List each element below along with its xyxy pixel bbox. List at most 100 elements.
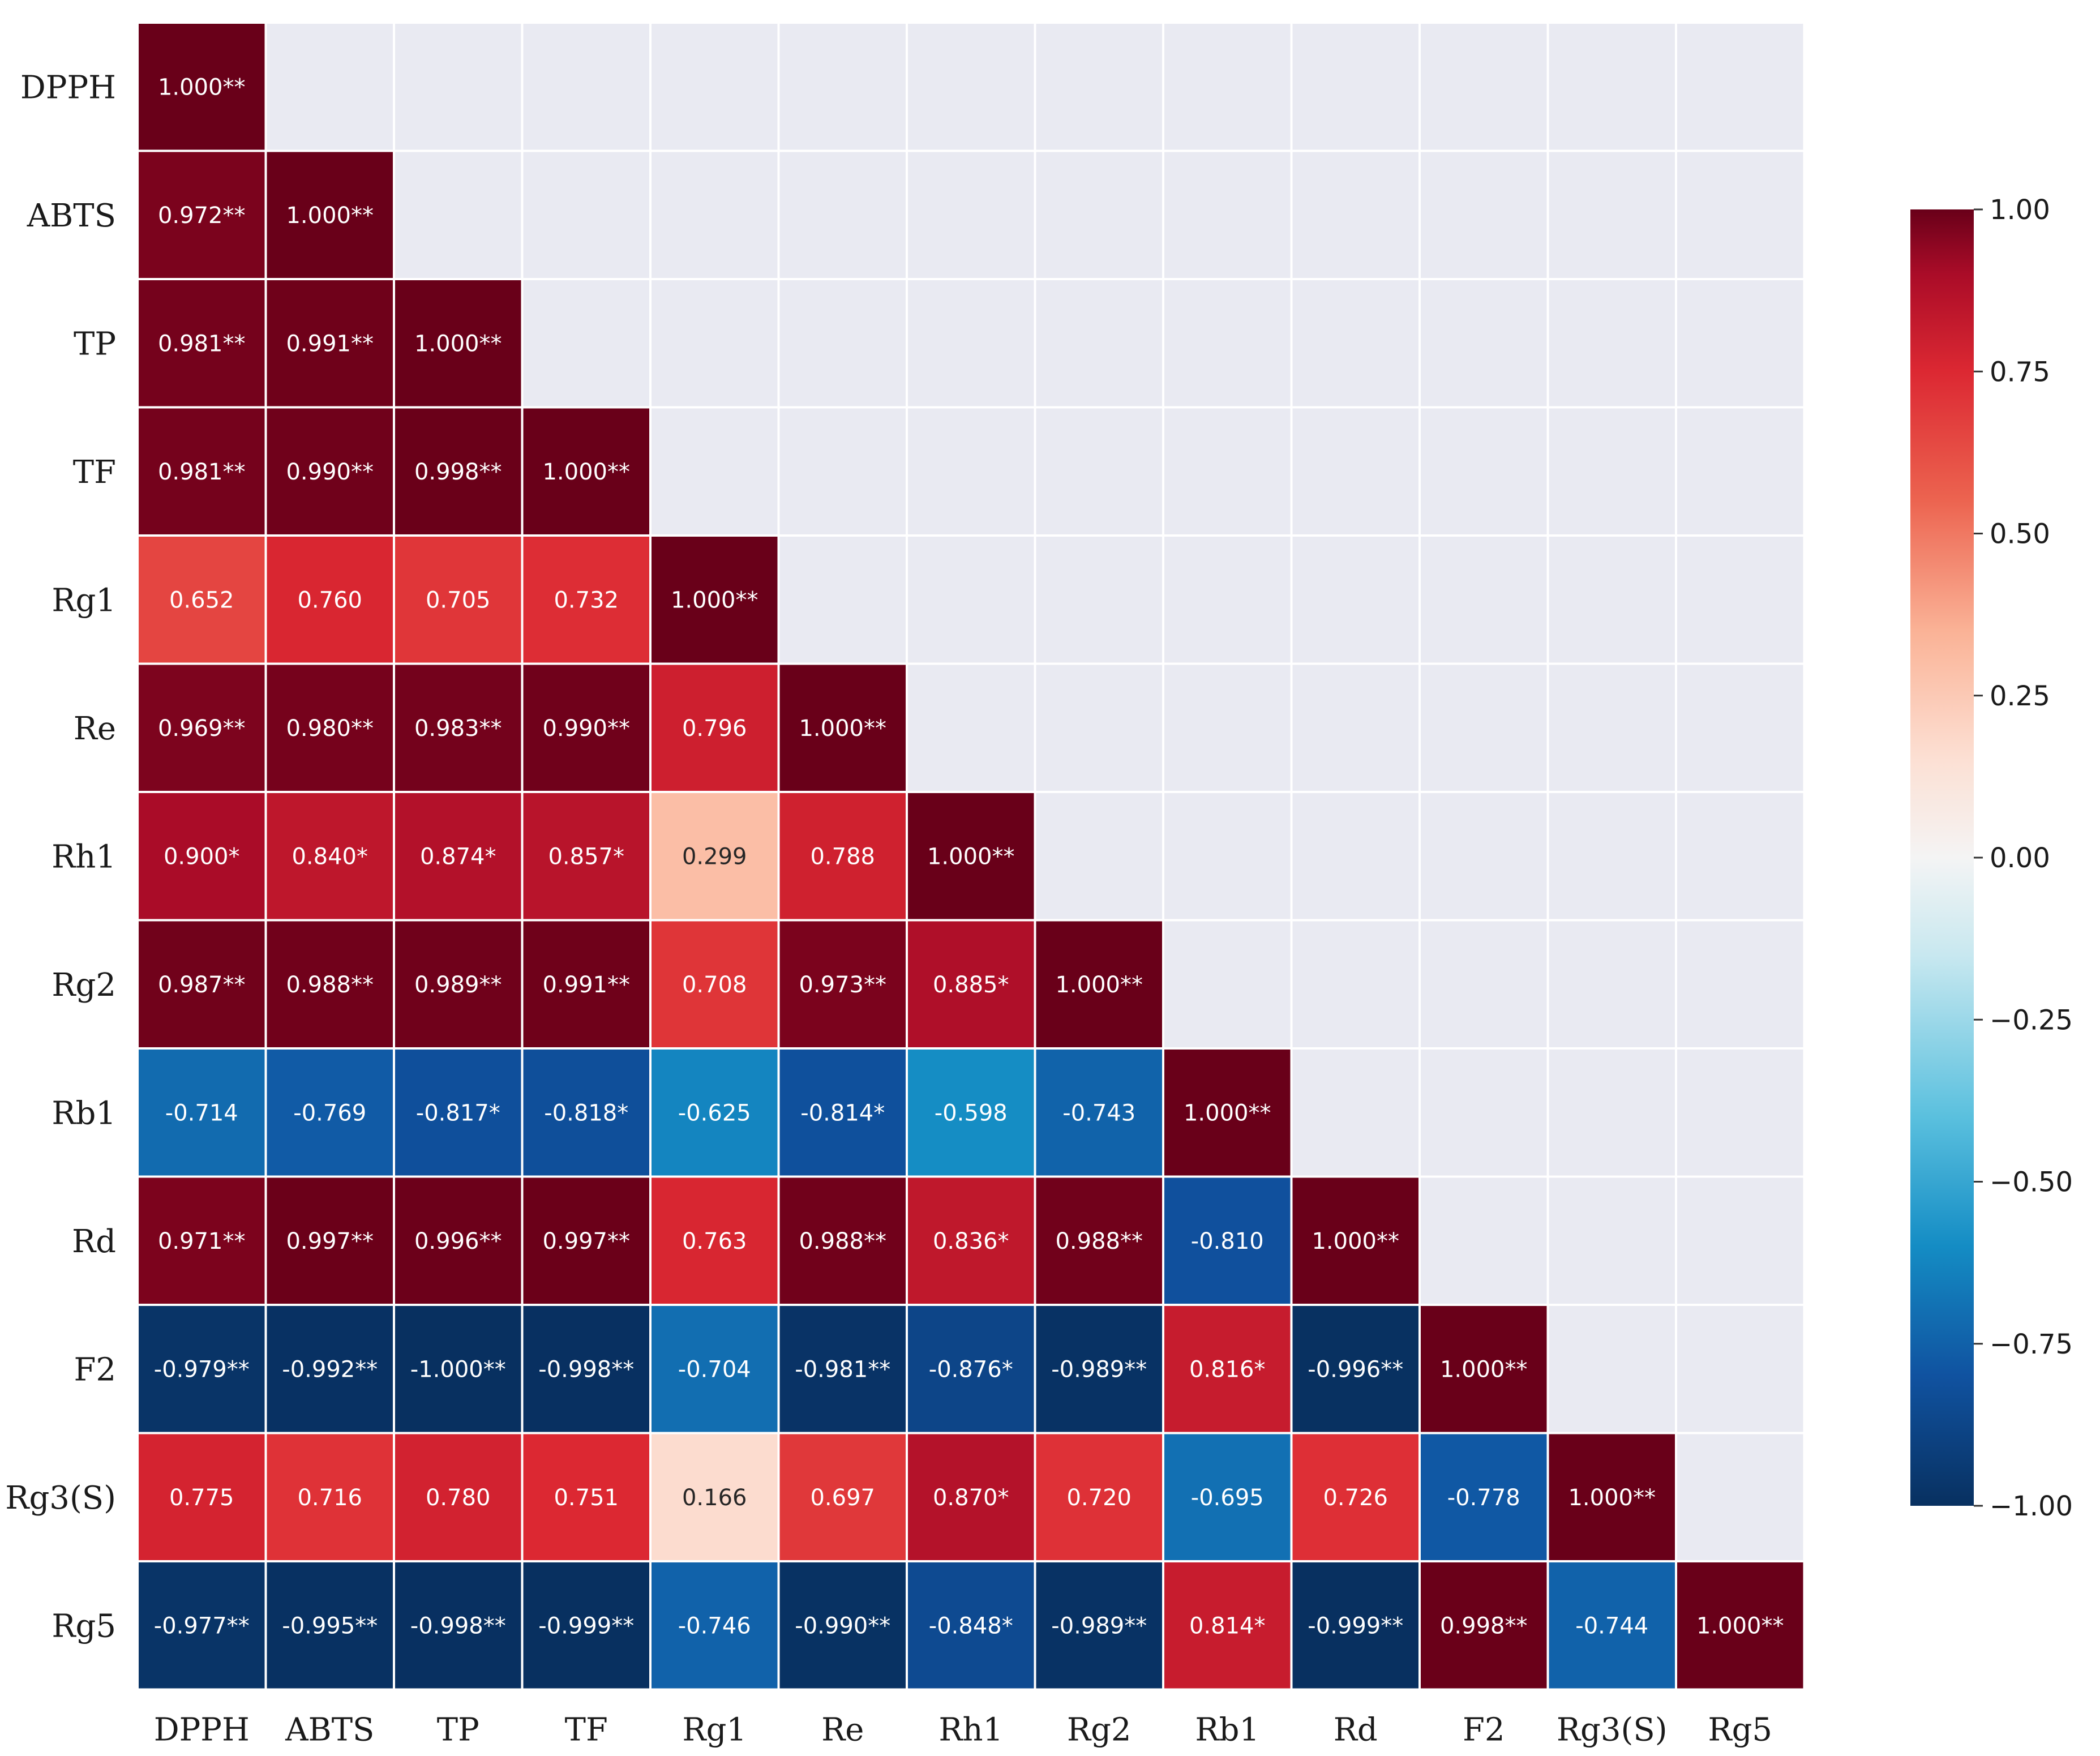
cell-value-label: -0.981** bbox=[795, 1356, 890, 1382]
cell-value-label: 0.900* bbox=[164, 843, 240, 870]
cell-value-label: -0.996** bbox=[1308, 1356, 1403, 1382]
cell-value-label: 0.870* bbox=[933, 1485, 1009, 1511]
cell-value-label: 0.726 bbox=[1323, 1485, 1388, 1511]
cell-value-label: -0.814* bbox=[800, 1100, 885, 1126]
row-label: Rg5 bbox=[52, 1608, 116, 1644]
heatmap-cell bbox=[136, 1432, 267, 1562]
column-label: Rh1 bbox=[938, 1712, 1003, 1749]
cell-value-label: -0.778 bbox=[1447, 1485, 1520, 1511]
heatmap-cell bbox=[521, 1432, 652, 1562]
heatmap-cell bbox=[1034, 1047, 1164, 1178]
heatmap-cell bbox=[264, 1560, 395, 1691]
cell-value-label: 0.780 bbox=[426, 1485, 491, 1511]
cell-value-label: 0.991** bbox=[286, 331, 374, 357]
colorbar-tick-label: 1.00 bbox=[1990, 194, 2050, 226]
column-label: ABTS bbox=[285, 1712, 374, 1749]
cell-value-label: 0.732 bbox=[554, 587, 619, 613]
cell-value-label: -1.000** bbox=[410, 1356, 506, 1382]
cell-value-label: 0.990** bbox=[286, 459, 374, 485]
heatmap-cell bbox=[1162, 1560, 1293, 1691]
cell-value-label: -0.848* bbox=[929, 1613, 1013, 1639]
heatmap-cell bbox=[521, 406, 652, 537]
cell-value-label: 0.857* bbox=[548, 843, 624, 870]
heatmap-cell bbox=[1290, 1175, 1421, 1306]
cell-value-label: 1.000** bbox=[414, 331, 502, 357]
colorbar-tick-label: −1.00 bbox=[1990, 1491, 2073, 1522]
column-label: Rb1 bbox=[1195, 1712, 1259, 1749]
heatmap-cell bbox=[649, 1047, 780, 1178]
row-label: Rb1 bbox=[52, 1095, 116, 1132]
cell-value-label: 0.980** bbox=[286, 716, 374, 742]
cell-value-label: 0.997** bbox=[542, 1228, 630, 1254]
heatmap-cell bbox=[906, 1432, 1036, 1562]
heatmap-cell bbox=[264, 1304, 395, 1434]
cell-value-label: -0.990** bbox=[795, 1613, 890, 1639]
cell-value-label: 0.816* bbox=[1189, 1356, 1266, 1382]
cell-value-label: 0.991** bbox=[542, 972, 630, 998]
heatmap-cell bbox=[777, 1304, 908, 1434]
cell-value-label: 0.988** bbox=[286, 972, 374, 998]
cell-value-label: 1.000** bbox=[158, 74, 246, 100]
row-label: Rg2 bbox=[52, 967, 116, 1004]
heatmap-cell bbox=[906, 791, 1036, 922]
heatmap-cell bbox=[1290, 1560, 1421, 1691]
heatmap-cell bbox=[906, 1560, 1036, 1691]
cell-value-label: 0.751 bbox=[554, 1485, 619, 1511]
column-label: Rd bbox=[1334, 1712, 1378, 1749]
heatmap-cell bbox=[1675, 1560, 1806, 1691]
heatmap-cell bbox=[264, 791, 395, 922]
cell-value-label: -0.979** bbox=[154, 1356, 250, 1382]
heatmap-cell bbox=[136, 22, 267, 152]
cell-value-label: 0.981** bbox=[158, 459, 246, 485]
row-label: DPPH bbox=[20, 69, 116, 106]
cell-value-label: 0.705 bbox=[426, 587, 491, 613]
row-label: Rd bbox=[72, 1223, 116, 1260]
heatmap-cell bbox=[136, 534, 267, 665]
cell-value-label: 0.652 bbox=[169, 587, 234, 613]
column-label: Rg1 bbox=[682, 1712, 747, 1749]
cell-value-label: 0.708 bbox=[682, 972, 747, 998]
heatmap-cell bbox=[1162, 1175, 1293, 1306]
column-label: F2 bbox=[1463, 1712, 1505, 1749]
heatmap-cell bbox=[393, 406, 524, 537]
colorbar-tick-label: −0.75 bbox=[1990, 1329, 2073, 1360]
column-label: Rg2 bbox=[1067, 1712, 1132, 1749]
cell-value-label: -0.998** bbox=[538, 1356, 634, 1382]
cell-value-label: -0.999** bbox=[538, 1613, 634, 1639]
cell-value-label: -0.714 bbox=[165, 1100, 238, 1126]
cell-value-label: 1.000** bbox=[1312, 1228, 1399, 1254]
colorbar-tick-label: −0.25 bbox=[1990, 1004, 2073, 1036]
cell-value-label: 0.972** bbox=[158, 203, 246, 229]
heatmap-cell bbox=[393, 1560, 524, 1691]
cell-value-label: 0.885* bbox=[933, 972, 1009, 998]
heatmap-cell bbox=[649, 919, 780, 1050]
colorbar-tick-label: 0.00 bbox=[1990, 842, 2050, 874]
column-label: Rg5 bbox=[1708, 1712, 1772, 1749]
cell-value-label: 1.000** bbox=[542, 459, 630, 485]
cell-value-label: -0.989** bbox=[1051, 1356, 1147, 1382]
heatmap-cell bbox=[906, 1047, 1036, 1178]
cell-value-label: -0.876* bbox=[929, 1356, 1013, 1382]
cell-value-label: -0.995** bbox=[282, 1613, 378, 1639]
heatmap-cell bbox=[521, 1560, 652, 1691]
heatmap-cell bbox=[393, 1047, 524, 1178]
heatmap-cell bbox=[393, 278, 524, 409]
heatmap-cell bbox=[136, 662, 267, 793]
heatmap-cell bbox=[521, 1304, 652, 1434]
heatmap-cell bbox=[136, 406, 267, 537]
heatmap-cell bbox=[649, 1560, 780, 1691]
cell-value-label: 1.000** bbox=[1055, 972, 1143, 998]
heatmap-cell bbox=[521, 919, 652, 1050]
heatmap-cell bbox=[1034, 1432, 1164, 1562]
row-label: Rh1 bbox=[52, 838, 116, 875]
cell-value-label: 0.697 bbox=[810, 1485, 875, 1511]
heatmap-cell bbox=[393, 1175, 524, 1306]
heatmap-cell bbox=[136, 1175, 267, 1306]
heatmap-cell bbox=[393, 791, 524, 922]
cell-value-label: -0.810 bbox=[1191, 1228, 1264, 1254]
colorbar-tick-label: 0.25 bbox=[1990, 680, 2050, 712]
cell-value-label: 1.000** bbox=[286, 203, 374, 229]
heatmap-cell bbox=[906, 919, 1036, 1050]
heatmap-cell bbox=[777, 1047, 908, 1178]
